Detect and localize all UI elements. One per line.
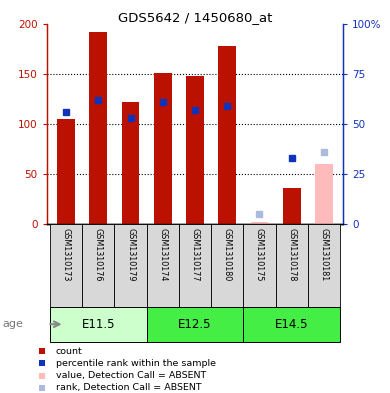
Text: GSM1310176: GSM1310176 xyxy=(94,228,103,281)
Bar xyxy=(211,224,243,307)
Text: rank, Detection Call = ABSENT: rank, Detection Call = ABSENT xyxy=(56,384,201,392)
Bar xyxy=(57,119,75,224)
Text: E14.5: E14.5 xyxy=(275,318,308,331)
Text: value, Detection Call = ABSENT: value, Detection Call = ABSENT xyxy=(56,371,206,380)
Bar xyxy=(308,224,340,307)
Text: GSM1310175: GSM1310175 xyxy=(255,228,264,282)
Text: age: age xyxy=(2,319,23,329)
Text: E11.5: E11.5 xyxy=(82,318,115,331)
Text: GDS5642 / 1450680_at: GDS5642 / 1450680_at xyxy=(118,11,272,24)
Bar xyxy=(283,188,301,224)
Text: GSM1310180: GSM1310180 xyxy=(223,228,232,281)
Bar xyxy=(276,224,308,307)
Text: GSM1310178: GSM1310178 xyxy=(287,228,296,281)
Bar xyxy=(154,73,172,224)
Bar xyxy=(250,222,268,224)
Bar xyxy=(218,46,236,224)
Bar xyxy=(122,102,139,224)
Text: GSM1310174: GSM1310174 xyxy=(158,228,167,281)
Bar xyxy=(147,307,243,342)
Text: GSM1310179: GSM1310179 xyxy=(126,228,135,282)
Text: count: count xyxy=(56,347,83,356)
Bar xyxy=(89,31,107,224)
Bar xyxy=(50,224,82,307)
Text: percentile rank within the sample: percentile rank within the sample xyxy=(56,359,216,368)
Bar xyxy=(82,224,114,307)
Bar xyxy=(243,224,276,307)
Bar xyxy=(243,307,340,342)
Text: GSM1310181: GSM1310181 xyxy=(319,228,328,281)
Bar xyxy=(114,224,147,307)
Bar xyxy=(179,224,211,307)
Bar xyxy=(50,307,147,342)
Bar xyxy=(315,164,333,224)
Bar xyxy=(186,76,204,224)
Text: GSM1310173: GSM1310173 xyxy=(62,228,71,281)
Bar xyxy=(147,224,179,307)
Text: GSM1310177: GSM1310177 xyxy=(190,228,200,282)
Text: E12.5: E12.5 xyxy=(178,318,212,331)
